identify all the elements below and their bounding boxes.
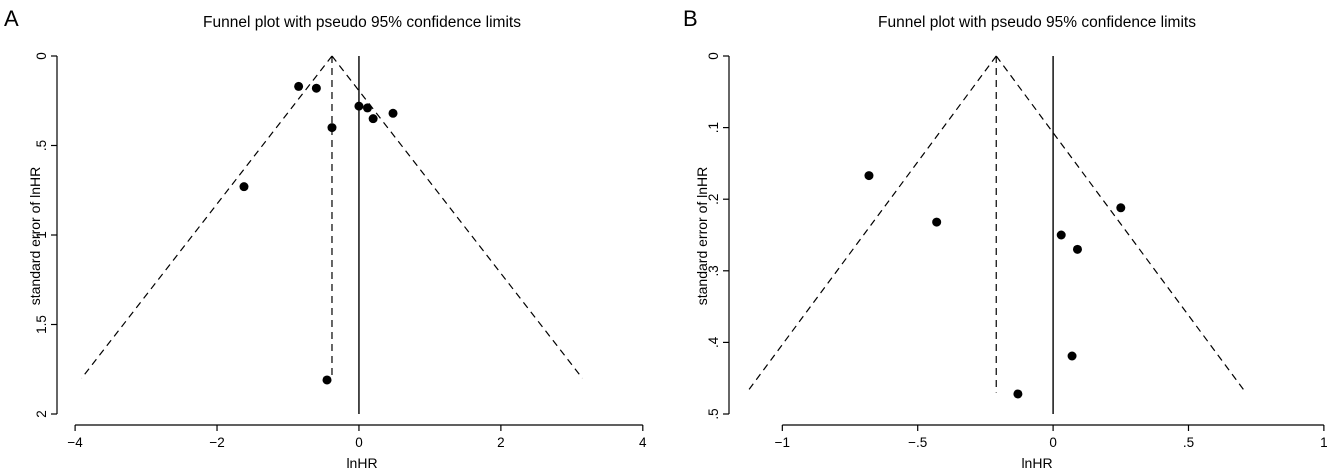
panel-a-study-point [322, 375, 332, 385]
panel-b-x-tick-label: −.5 [908, 435, 927, 450]
panel-a-y-tick-label: 0 [34, 52, 49, 60]
panel-a: A Funnel plot with pseudo 95% confidence… [4, 6, 647, 471]
panel-a-study-point [239, 182, 249, 192]
panel-b-x-tick-label: −1 [775, 435, 790, 450]
panel-b-study-point [864, 171, 874, 181]
panel-b-study-point [1067, 351, 1077, 361]
panel-b-x-tick-label: 0 [1049, 435, 1057, 450]
panel-a-y-tick-label: .5 [34, 140, 49, 151]
panel-a-y-tick-label: 1.5 [34, 315, 49, 334]
panel-b-y-tick-label: .2 [706, 194, 721, 205]
panel-b-y-tick-label: .4 [706, 336, 721, 348]
panel-a-letter: A [4, 6, 19, 31]
panel-a-study-point [354, 101, 364, 111]
panel-a-study-point [388, 108, 398, 118]
panel-a-y-tick-label: 1 [34, 231, 49, 239]
panel-a-x-tick-label: 4 [639, 435, 647, 450]
panel-b-study-point [1013, 389, 1023, 399]
panel-b-study-point [932, 217, 942, 227]
panel-a-y-axis-label: standard error of lnHR [27, 167, 43, 306]
panel-b: B Funnel plot with pseudo 95% confidence… [683, 6, 1328, 471]
panel-a-upper-confidence-limit [331, 55, 583, 379]
panel-b-y-tick-label: 0 [706, 52, 721, 60]
panel-a-lower-confidence-limit [81, 55, 333, 379]
panel-b-y-tick-label: .5 [706, 408, 721, 419]
panel-b-y-tick-label: .3 [706, 265, 721, 276]
panel-b-y-axis-label: standard error of lnHR [694, 167, 710, 306]
panel-b-lower-confidence-limit [746, 55, 997, 393]
panel-b-study-point [1116, 203, 1126, 213]
panel-a-title: Funnel plot with pseudo 95% confidence l… [203, 14, 521, 31]
panel-b-letter: B [683, 6, 698, 31]
panel-a-study-point [368, 114, 378, 124]
panel-b-upper-confidence-limit [995, 55, 1247, 393]
panel-b-x-axis-label: lnHR [1021, 455, 1052, 471]
panel-b-title: Funnel plot with pseudo 95% confidence l… [878, 14, 1196, 31]
panel-b-x-tick-label: 1 [1320, 435, 1328, 450]
panel-a-x-tick-label: −4 [67, 435, 83, 450]
panel-b-study-point [1056, 230, 1066, 240]
panel-a-study-point [311, 83, 321, 93]
panel-b-x-tick-label: .5 [1183, 435, 1194, 450]
panel-a-y-tick-label: 2 [34, 410, 49, 418]
panel-a-study-point [327, 123, 337, 133]
panel-b-study-point [1072, 244, 1082, 254]
panel-a-study-point [294, 81, 304, 91]
panel-b-y-tick-label: .1 [706, 122, 721, 133]
panel-a-x-tick-label: 0 [355, 435, 363, 450]
panel-a-x-axis-label: lnHR [346, 455, 377, 471]
panel-a-study-point [362, 103, 372, 113]
panel-a-x-tick-label: −2 [209, 435, 224, 450]
panel-a-x-tick-label: 2 [497, 435, 505, 450]
